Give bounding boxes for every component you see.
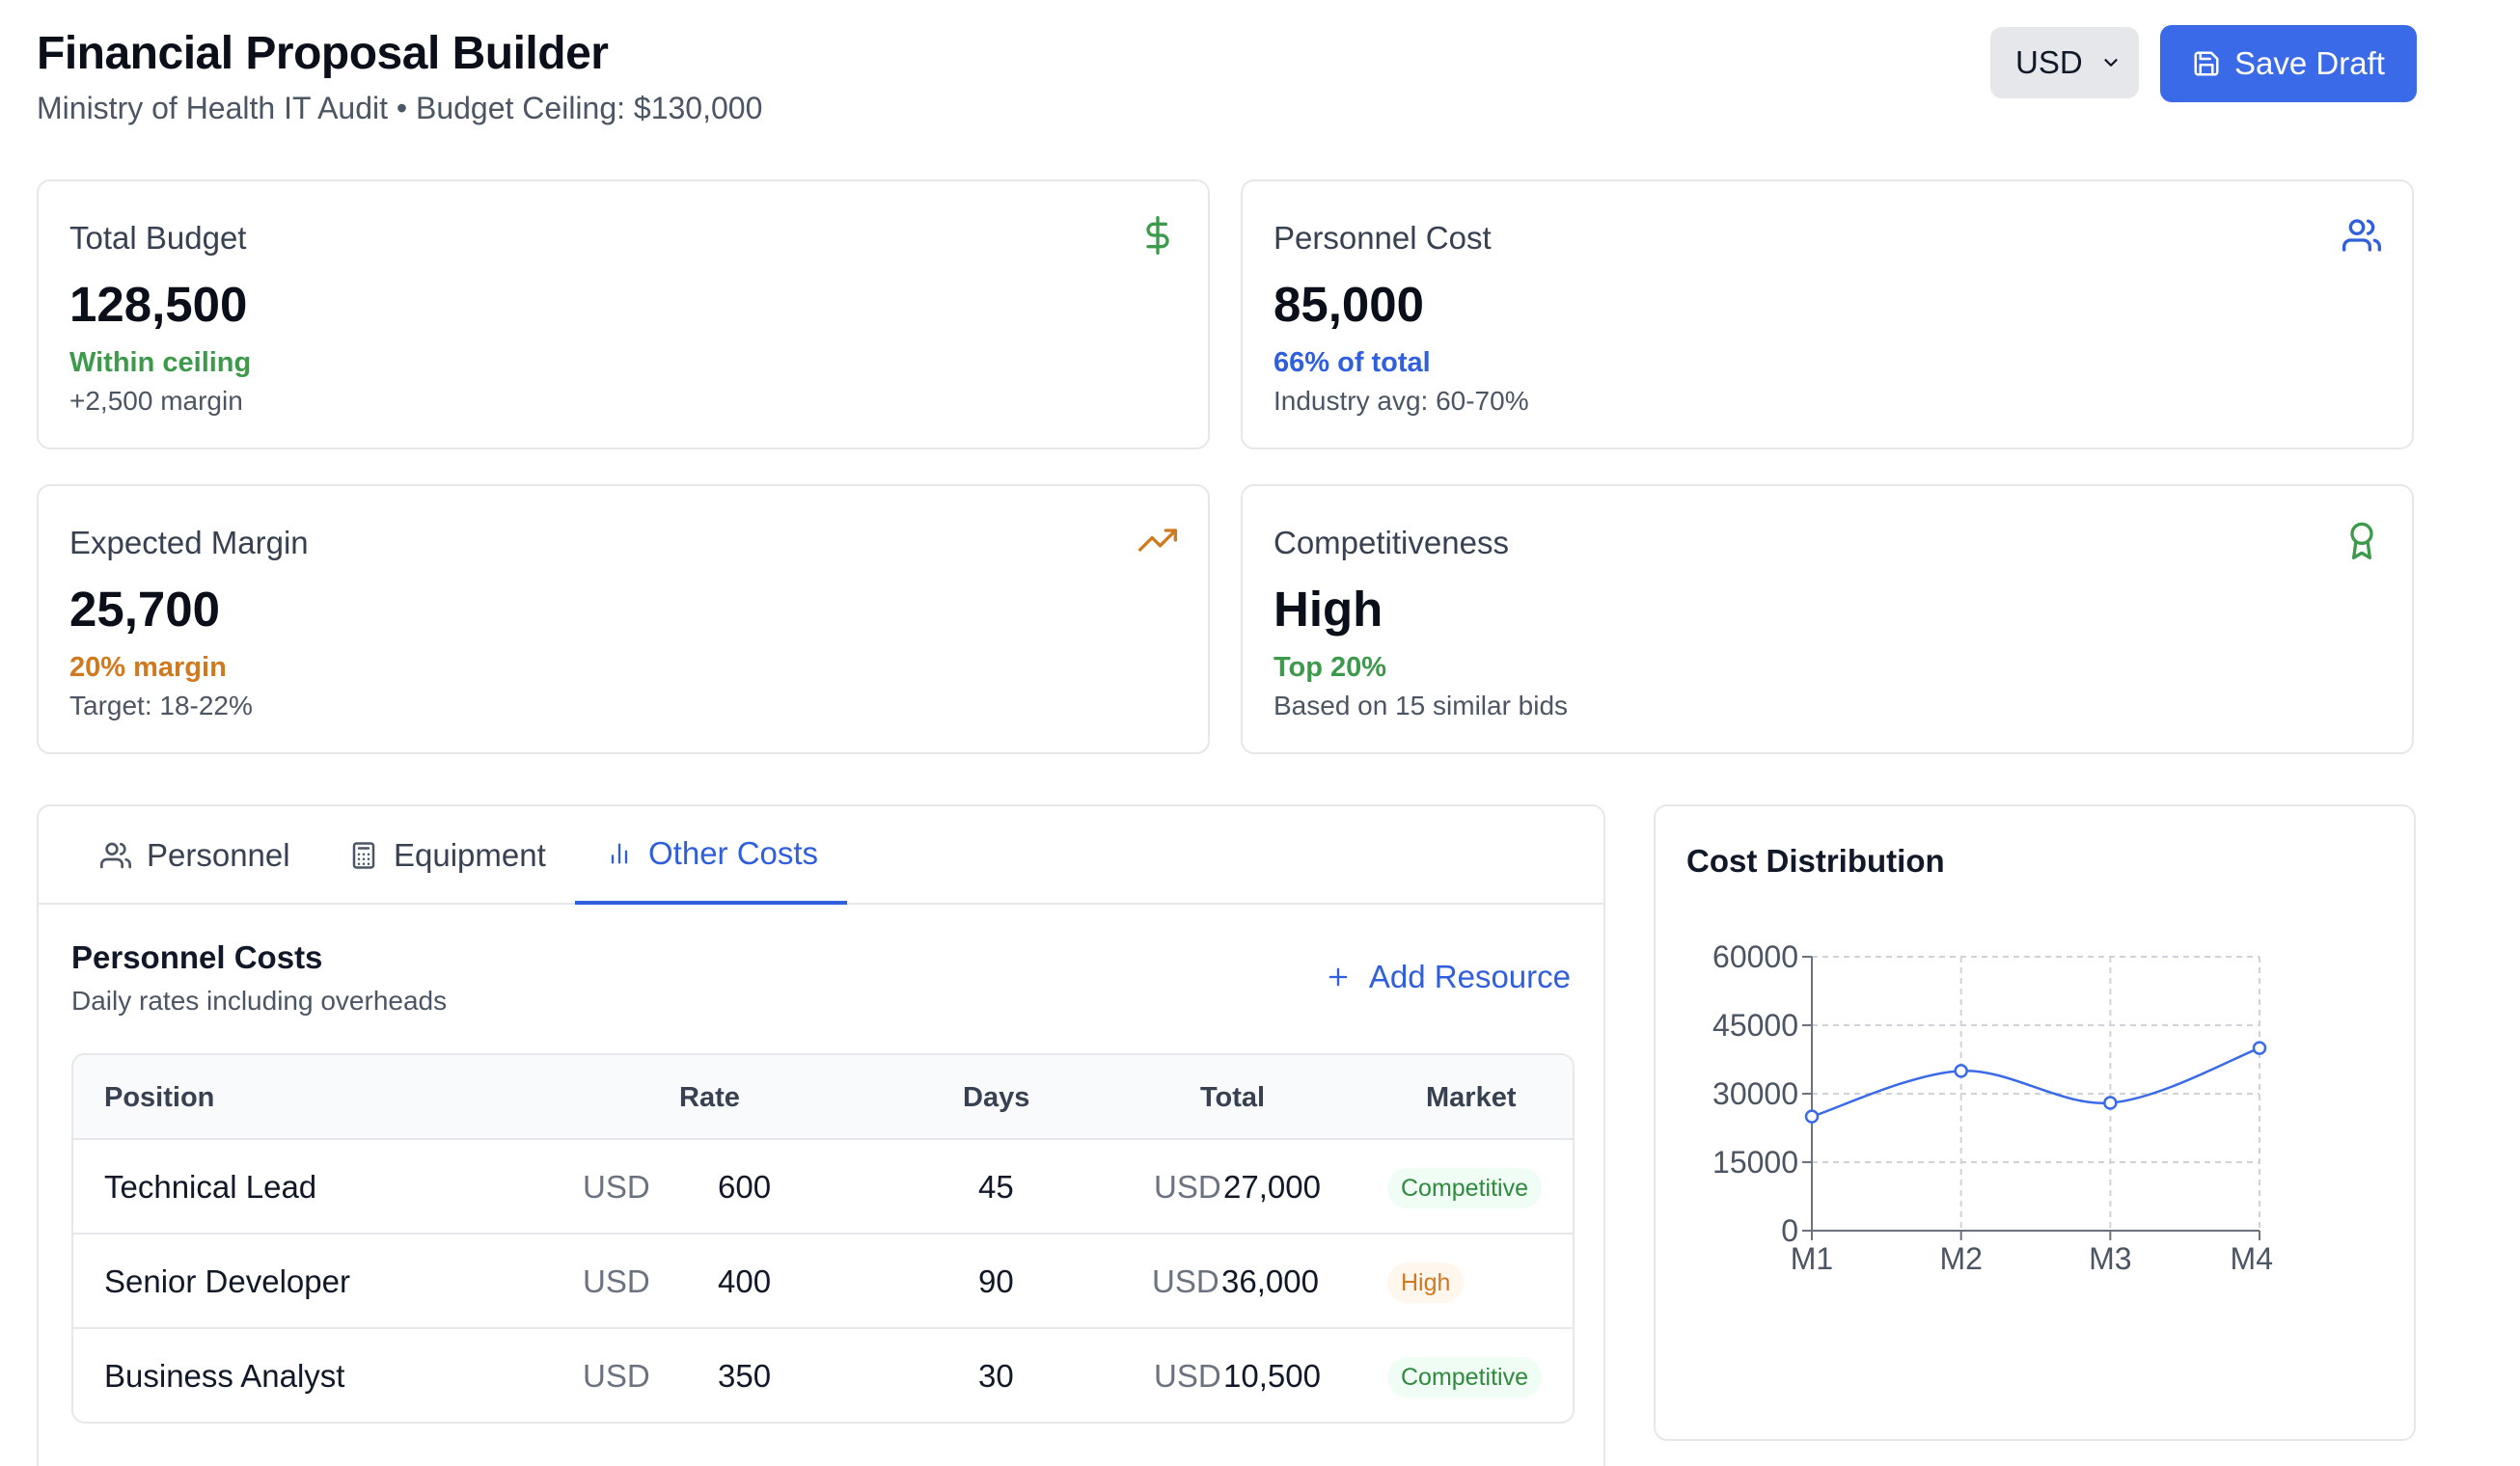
stat-note: Top 20% (1274, 652, 1387, 683)
y-tick-label: 0 (1781, 1213, 1798, 1248)
tab-bar: Personnel Equipment Other Costs (39, 806, 1603, 905)
stat-card-total-budget: Total Budget 128,500 Within ceiling +2,5… (37, 179, 1210, 449)
rate-input[interactable]: 350 (718, 1358, 772, 1394)
users-icon (2342, 219, 2381, 252)
total-currency: USD (1154, 1358, 1221, 1394)
stat-label: Total Budget (69, 220, 247, 256)
total-cell: 27,000 (1223, 1169, 1321, 1205)
cost-distribution-chart: 0 15000 30000 45000 60000 M1 M2 M3 M4 (1712, 939, 2273, 1276)
plus-icon (1328, 967, 1348, 987)
currency-value: USD (2015, 44, 2083, 80)
data-point (1804, 1109, 1820, 1124)
stat-card-expected-margin: Expected Margin 25,700 20% margin Target… (37, 484, 1210, 754)
stat-value: High (1274, 582, 1383, 637)
section-title: Personnel Costs (71, 939, 323, 975)
y-tick-label: 30000 (1712, 1076, 1798, 1111)
rate-currency: USD (583, 1169, 650, 1205)
market-badge: High (1387, 1262, 1465, 1303)
table-row: Business Analyst USD 350 30 USD 10,500 C… (73, 1329, 1573, 1422)
stat-sub: Industry avg: 60-70% (1274, 386, 1529, 416)
total-cell: 36,000 (1221, 1263, 1319, 1299)
column-header-rate: Rate (679, 1082, 740, 1113)
page-header: Financial Proposal Builder Ministry of H… (37, 25, 2417, 133)
stat-sub: +2,500 margin (69, 386, 243, 416)
stat-label: Competitiveness (1274, 525, 1509, 560)
cost-panel: Personnel Equipment Other Costs Personne… (37, 804, 1605, 1466)
award-icon (2350, 522, 2373, 559)
market-badge: Competitive (1387, 1168, 1542, 1208)
save-draft-button[interactable]: Save Draft (2160, 25, 2417, 102)
stat-note: Within ceiling (69, 347, 252, 378)
users-icon (100, 842, 131, 869)
bar-chart-icon (611, 843, 628, 864)
position-cell: Senior Developer (104, 1263, 350, 1299)
tab-label: Personnel (147, 837, 290, 873)
y-tick-label: 60000 (1712, 939, 1798, 974)
tab-equipment[interactable]: Equipment (349, 806, 546, 905)
page-subtitle: Ministry of Health IT Audit • Budget Cei… (37, 91, 763, 125)
x-tick-label: M2 (1939, 1241, 1982, 1276)
table-header: Position Rate Days Total Market (73, 1055, 1573, 1140)
stat-note: 20% margin (69, 652, 227, 683)
rate-currency: USD (583, 1358, 650, 1394)
total-currency: USD (1154, 1169, 1221, 1205)
tab-label: Other Costs (648, 835, 819, 871)
stat-sub: Target: 18-22% (69, 691, 253, 720)
x-tick-label: M4 (2231, 1241, 2273, 1276)
personnel-table: Position Rate Days Total Market Technica… (71, 1053, 1575, 1424)
table-row: Senior Developer USD 400 90 USD 36,000 H… (73, 1235, 1573, 1329)
column-header-total: Total (1200, 1082, 1266, 1113)
add-resource-label: Add Resource (1368, 959, 1571, 994)
stat-label: Expected Margin (69, 525, 309, 560)
save-draft-label: Save Draft (2234, 45, 2385, 81)
days-input[interactable]: 90 (978, 1263, 1014, 1299)
market-badge: Competitive (1387, 1357, 1542, 1398)
position-cell: Technical Lead (104, 1169, 317, 1205)
section-subtitle: Daily rates including overheads (71, 986, 448, 1016)
series-line (1811, 1046, 2260, 1118)
rate-currency: USD (583, 1263, 650, 1299)
stat-note: 66% of total (1274, 347, 1431, 378)
y-tick-label: 15000 (1712, 1145, 1798, 1180)
table-row: Technical Lead USD 600 45 USD 27,000 Com… (73, 1140, 1573, 1235)
stat-value: 25,700 (69, 582, 220, 637)
days-input[interactable]: 45 (978, 1169, 1014, 1205)
stat-card-personnel-cost: Personnel Cost 85,000 66% of total Indus… (1241, 179, 2414, 449)
column-header-market: Market (1426, 1082, 1517, 1113)
rate-input[interactable]: 400 (718, 1263, 772, 1299)
tab-personnel[interactable]: Personnel (100, 806, 290, 905)
stat-sub: Based on 15 similar bids (1274, 691, 1569, 720)
data-point (1954, 1064, 1968, 1078)
rate-input[interactable]: 600 (718, 1169, 772, 1205)
currency-select[interactable]: USD (1990, 27, 2139, 98)
dollar-icon (1146, 216, 1169, 255)
y-tick-label: 45000 (1712, 1008, 1798, 1043)
data-point (2252, 1041, 2267, 1055)
stat-value: 85,000 (1274, 277, 1424, 332)
x-tick-label: M3 (2089, 1241, 2131, 1276)
column-header-position: Position (104, 1082, 215, 1113)
tab-other-costs[interactable]: Other Costs (575, 806, 848, 905)
position-cell: Business Analyst (104, 1358, 345, 1394)
trending-up-icon (1138, 529, 1177, 552)
chevron-down-icon (2104, 59, 2118, 67)
stat-card-competitiveness: Competitiveness High Top 20% Based on 15… (1241, 484, 2414, 754)
days-input[interactable]: 30 (978, 1358, 1014, 1394)
total-cell: 10,500 (1223, 1358, 1321, 1394)
cost-distribution-card: Cost Distribution 0 15000 30000 45000 60000 M… (1654, 804, 2416, 1441)
stat-label: Personnel Cost (1274, 220, 1492, 256)
column-header-days: Days (963, 1082, 1030, 1113)
data-point (2103, 1096, 2118, 1110)
total-currency: USD (1152, 1263, 1219, 1299)
page-title: Financial Proposal Builder (37, 28, 609, 79)
x-tick-label: M1 (1791, 1241, 1833, 1276)
add-resource-button[interactable]: Add Resource (1325, 959, 1571, 995)
calculator-icon (352, 842, 375, 869)
chart-title: Cost Distribution (1686, 843, 1945, 879)
tab-label: Equipment (394, 837, 546, 873)
stat-value: 128,500 (69, 277, 248, 332)
save-icon (2194, 51, 2219, 76)
